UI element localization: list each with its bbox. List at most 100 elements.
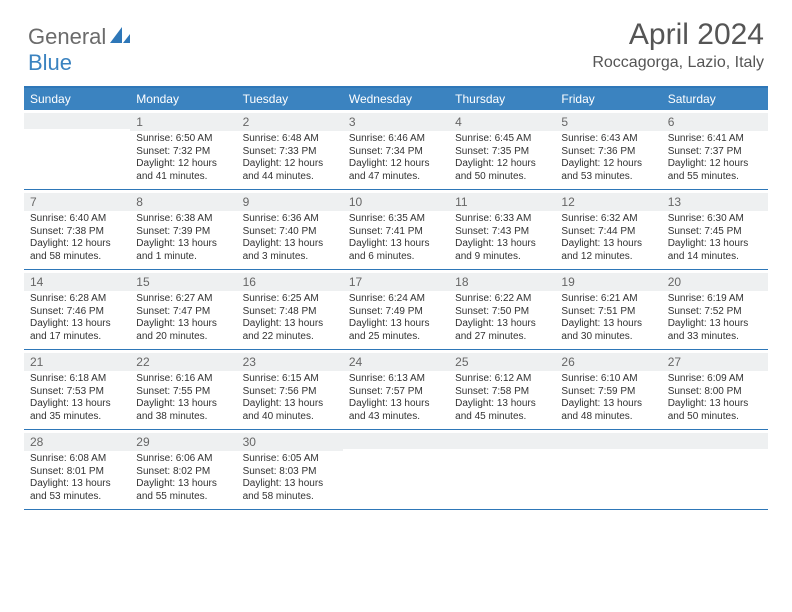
weekday-mon: Monday (130, 88, 236, 110)
sunset-text: Sunset: 7:41 PM (349, 226, 443, 239)
sunrise-text: Sunrise: 6:48 AM (243, 133, 337, 146)
day-number: 25 (449, 353, 555, 371)
sunset-text: Sunset: 7:47 PM (136, 306, 230, 319)
sunrise-text: Sunrise: 6:41 AM (668, 133, 762, 146)
sunset-text: Sunset: 7:53 PM (30, 386, 124, 399)
empty-day-header (24, 113, 130, 129)
day-cell: 28Sunrise: 6:08 AMSunset: 8:01 PMDayligh… (24, 430, 130, 509)
daylight-text: Daylight: 13 hours (243, 318, 337, 331)
sunrise-text: Sunrise: 6:05 AM (243, 453, 337, 466)
calendar: Sunday Monday Tuesday Wednesday Thursday… (24, 86, 768, 510)
daylight-text: Daylight: 13 hours (30, 318, 124, 331)
day-number: 27 (662, 353, 768, 371)
daylight-text: and 6 minutes. (349, 251, 443, 264)
daylight-text: and 22 minutes. (243, 331, 337, 344)
day-number: 9 (237, 193, 343, 211)
week-row: 28Sunrise: 6:08 AMSunset: 8:01 PMDayligh… (24, 430, 768, 510)
sunset-text: Sunset: 7:46 PM (30, 306, 124, 319)
daylight-text: and 48 minutes. (561, 411, 655, 424)
day-cell: 30Sunrise: 6:05 AMSunset: 8:03 PMDayligh… (237, 430, 343, 509)
sunset-text: Sunset: 7:33 PM (243, 146, 337, 159)
day-cell: 15 Sunrise: 6:27 AMSunset: 7:47 PMDayligh… (130, 270, 236, 349)
daylight-text: and 25 minutes. (349, 331, 443, 344)
day-cell: 24Sunrise: 6:13 AMSunset: 7:57 PMDayligh… (343, 350, 449, 429)
daylight-text: and 55 minutes. (136, 491, 230, 504)
sunrise-text: Sunrise: 6:08 AM (30, 453, 124, 466)
logo: General (28, 24, 132, 50)
day-cell: 16Sunrise: 6:25 AMSunset: 7:48 PMDayligh… (237, 270, 343, 349)
sunset-text: Sunset: 7:59 PM (561, 386, 655, 399)
day-cell: 2Sunrise: 6:48 AMSunset: 7:33 PMDaylight… (237, 110, 343, 189)
day-cell: 14 Sunrise: 6:28 AMSunset: 7:46 PMDayligh… (24, 270, 130, 349)
sunrise-text: Sunrise: 6:32 AM (561, 213, 655, 226)
day-cell (343, 430, 449, 509)
daylight-text: Daylight: 13 hours (668, 238, 762, 251)
sunset-text: Sunset: 8:03 PM (243, 466, 337, 479)
day-cell: 23Sunrise: 6:15 AMSunset: 7:56 PMDayligh… (237, 350, 343, 429)
day-cell (662, 430, 768, 509)
daylight-text: and 53 minutes. (561, 171, 655, 184)
sunrise-text: Sunrise: 6:24 AM (349, 293, 443, 306)
daylight-text: Daylight: 13 hours (136, 318, 230, 331)
empty-day-header (662, 433, 768, 449)
daylight-text: and 43 minutes. (349, 411, 443, 424)
logo-text-general: General (28, 24, 106, 50)
sunrise-text: Sunrise: 6:45 AM (455, 133, 549, 146)
daylight-text: and 20 minutes. (136, 331, 230, 344)
day-number: 22 (130, 353, 236, 371)
sunset-text: Sunset: 7:39 PM (136, 226, 230, 239)
daylight-text: Daylight: 13 hours (30, 398, 124, 411)
sunrise-text: Sunrise: 6:38 AM (136, 213, 230, 226)
daylight-text: and 38 minutes. (136, 411, 230, 424)
daylight-text: and 50 minutes. (668, 411, 762, 424)
sunrise-text: Sunrise: 6:33 AM (455, 213, 549, 226)
logo-text-blue: Blue (28, 50, 72, 76)
sunset-text: Sunset: 7:58 PM (455, 386, 549, 399)
day-cell: 6Sunrise: 6:41 AMSunset: 7:37 PMDaylight… (662, 110, 768, 189)
location: Roccagorga, Lazio, Italy (592, 54, 764, 72)
day-cell: 7Sunrise: 6:40 AMSunset: 7:38 PMDaylight… (24, 190, 130, 269)
sunrise-text: Sunrise: 6:10 AM (561, 373, 655, 386)
sunrise-text: Sunrise: 6:18 AM (30, 373, 124, 386)
daylight-text: Daylight: 12 hours (668, 158, 762, 171)
sunrise-text: Sunrise: 6:21 AM (561, 293, 655, 306)
weekday-tue: Tuesday (237, 88, 343, 110)
sunset-text: Sunset: 7:37 PM (668, 146, 762, 159)
day-cell: 26 Sunrise: 6:10 AMSunset: 7:59 PMDayligh… (555, 350, 661, 429)
day-cell: 11Sunrise: 6:33 AMSunset: 7:43 PMDayligh… (449, 190, 555, 269)
daylight-text: Daylight: 13 hours (349, 318, 443, 331)
sunrise-text: Sunrise: 6:27 AM (136, 293, 230, 306)
day-number: 2 (237, 113, 343, 131)
weeks-container: 1Sunrise: 6:50 AMSunset: 7:32 PMDaylight… (24, 110, 768, 510)
sunset-text: Sunset: 7:38 PM (30, 226, 124, 239)
sunrise-text: Sunrise: 6:50 AM (136, 133, 230, 146)
day-cell: 9Sunrise: 6:36 AMSunset: 7:40 PMDaylight… (237, 190, 343, 269)
sunrise-text: Sunrise: 6:36 AM (243, 213, 337, 226)
logo-blue-row: Blue (28, 50, 72, 76)
weekday-wed: Wednesday (343, 88, 449, 110)
sunset-text: Sunset: 7:35 PM (455, 146, 549, 159)
daylight-text: and 53 minutes. (30, 491, 124, 504)
sunset-text: Sunset: 7:44 PM (561, 226, 655, 239)
day-number: 14 (24, 273, 130, 291)
daylight-text: and 40 minutes. (243, 411, 337, 424)
day-cell: 21Sunrise: 6:18 AMSunset: 7:53 PMDayligh… (24, 350, 130, 429)
daylight-text: Daylight: 13 hours (561, 398, 655, 411)
week-row: 1Sunrise: 6:50 AMSunset: 7:32 PMDaylight… (24, 110, 768, 190)
sunrise-text: Sunrise: 6:25 AM (243, 293, 337, 306)
sunset-text: Sunset: 8:01 PM (30, 466, 124, 479)
sunrise-text: Sunrise: 6:43 AM (561, 133, 655, 146)
daylight-text: Daylight: 13 hours (136, 398, 230, 411)
day-number: 26 (555, 353, 661, 371)
day-cell: 17Sunrise: 6:24 AMSunset: 7:49 PMDayligh… (343, 270, 449, 349)
day-number: 15 (130, 273, 236, 291)
sunset-text: Sunset: 7:50 PM (455, 306, 549, 319)
day-cell: 3Sunrise: 6:46 AMSunset: 7:34 PMDaylight… (343, 110, 449, 189)
daylight-text: and 35 minutes. (30, 411, 124, 424)
daylight-text: Daylight: 13 hours (455, 398, 549, 411)
empty-day-header (449, 433, 555, 449)
daylight-text: and 12 minutes. (561, 251, 655, 264)
sunrise-text: Sunrise: 6:28 AM (30, 293, 124, 306)
day-number: 19 (555, 273, 661, 291)
daylight-text: Daylight: 12 hours (30, 238, 124, 251)
